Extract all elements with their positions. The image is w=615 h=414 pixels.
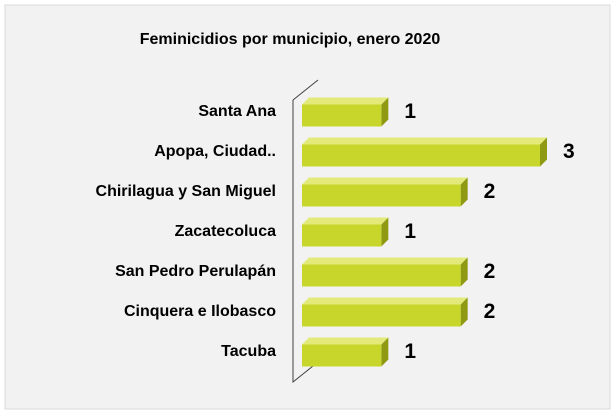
value-label: 2 — [484, 180, 496, 203]
bar — [302, 264, 461, 287]
category-label: Santa Ana — [198, 103, 276, 120]
bar — [302, 304, 461, 327]
bar-top — [302, 217, 389, 225]
bar — [302, 184, 461, 207]
bar — [302, 144, 540, 167]
category-label: Cinquera e Ilobasco — [124, 303, 276, 320]
bar-side — [381, 337, 389, 367]
category-label: Zacatecoluca — [175, 223, 276, 240]
value-label: 1 — [404, 340, 416, 363]
category-label: Chirilagua y San Miguel — [96, 183, 276, 200]
value-label: 1 — [404, 100, 416, 123]
bar-side — [381, 217, 389, 247]
bar-side — [460, 297, 468, 327]
category-label: Tacuba — [221, 343, 276, 360]
bar-top — [302, 297, 468, 305]
axis-wall — [292, 79, 319, 384]
bar — [302, 224, 382, 247]
bar-top — [302, 97, 389, 105]
value-label: 2 — [484, 260, 496, 283]
bar-top — [302, 177, 468, 185]
bar-side — [540, 137, 547, 167]
bar-side — [460, 257, 468, 287]
category-label: Apopa, Ciudad.. — [154, 143, 276, 160]
category-label: San Pedro Perulapán — [115, 263, 276, 280]
value-label: 2 — [484, 300, 496, 323]
bar-top — [302, 137, 547, 145]
bar-side — [381, 97, 389, 127]
value-label: 3 — [563, 140, 575, 163]
bar-top — [302, 257, 468, 265]
bar-side — [460, 177, 468, 207]
bar — [302, 344, 382, 367]
bar-top — [302, 337, 389, 345]
value-label: 1 — [404, 220, 416, 243]
bar — [302, 104, 382, 127]
chart-title: Feminicidios por municipio, enero 2020 — [140, 31, 441, 48]
